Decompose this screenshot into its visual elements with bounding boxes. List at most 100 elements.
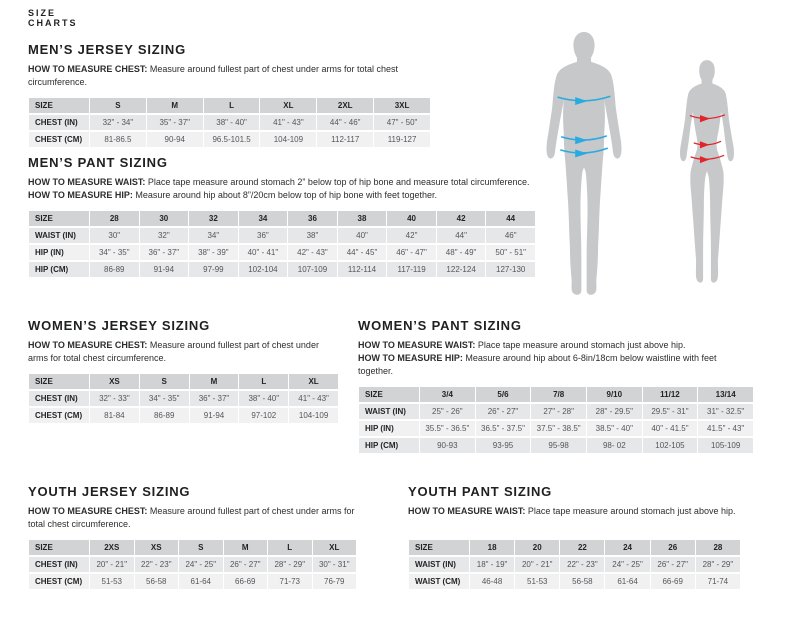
- table-row: CHEST (CM) 51-53 56-58 61-64 66-69 71-73 76-79: [29, 574, 356, 589]
- row-label: WAIST (CM): [409, 574, 469, 589]
- column-header: M: [146, 98, 203, 113]
- column-header: 3XL: [374, 98, 430, 113]
- female-measure-arrows: [689, 114, 726, 164]
- table-body: WAIST (IN) 18" - 19" 20" - 21" 22" - 23" 24"…: [409, 557, 740, 589]
- table-cell: 86-89: [90, 262, 139, 277]
- column-header: XL: [260, 98, 317, 113]
- table-cell: 71-73: [268, 574, 312, 589]
- table-cell: 36.5" - 37.5": [475, 421, 531, 436]
- youth-jersey-heading: YOUTH JERSEY SIZING: [28, 484, 191, 499]
- table-cell: 40": [337, 228, 387, 243]
- table-cell: 97-99: [189, 262, 238, 277]
- howto-line: HOW TO MEASURE WAIST: Place tape measure…: [408, 506, 736, 516]
- howto-label: HOW TO MEASURE CHEST:: [28, 506, 148, 516]
- column-header: 28: [90, 211, 139, 226]
- table-cell: 38" - 39": [189, 245, 238, 260]
- howto-label: HOW TO MEASURE HIP:: [358, 353, 463, 363]
- table-cell: 20" - 21": [90, 557, 134, 572]
- row-label: WAIST (IN): [29, 228, 89, 243]
- table-body: CHEST (IN) 32" - 33" 34" - 35" 36" - 37" 38"…: [29, 391, 338, 423]
- table-head: SIZE 28 30 32 34 36 38 40 42 44: [29, 211, 535, 226]
- column-header: M: [189, 374, 239, 389]
- column-header: S: [139, 374, 189, 389]
- male-body-silhouette-icon: [546, 32, 622, 295]
- section-womens-jersey: WOMEN’S JERSEY SIZING HOW TO MEASURE CHE…: [28, 318, 339, 425]
- table-body: CHEST (IN) 20" - 21" 22" - 23" 24" - 25" 26"…: [29, 557, 356, 589]
- howto-label: HOW TO MEASURE WAIST:: [358, 340, 476, 350]
- table-cell: 28" - 29.5": [586, 404, 642, 419]
- table-cell: 27" - 28": [531, 404, 586, 419]
- header-row: SIZE 2XS XS S M L XL: [29, 540, 356, 555]
- table-cell: 104-109: [260, 132, 317, 147]
- howto-line: HOW TO MEASURE HIP: Measure around hip a…: [358, 353, 717, 376]
- table-cell: 26" - 27": [475, 404, 531, 419]
- table-cell: 41.5" - 43": [698, 421, 753, 436]
- table-cell: 81-84: [90, 408, 139, 423]
- youth-pant-heading: YOUTH PANT SIZING: [408, 484, 553, 499]
- table-cell: 26" - 27": [223, 557, 267, 572]
- table-cell: 117-119: [387, 262, 436, 277]
- howto-label: HOW TO MEASURE HIP:: [28, 190, 133, 200]
- womens-pant-heading: WOMEN’S PANT SIZING: [358, 318, 522, 333]
- column-header: M: [223, 540, 267, 555]
- table-cell: 44" - 46": [317, 115, 374, 130]
- row-label: CHEST (CM): [29, 574, 89, 589]
- row-label: HIP (CM): [359, 438, 419, 453]
- table-cell: 44" - 45": [337, 245, 387, 260]
- table-cell: 34" - 35": [139, 391, 189, 406]
- howto-label: HOW TO MEASURE WAIST:: [408, 506, 526, 516]
- male-measure-arrows: [557, 95, 611, 158]
- table-cell: 34" - 35": [90, 245, 139, 260]
- table-cell: 105-109: [698, 438, 753, 453]
- column-header: S: [179, 540, 223, 555]
- mens-pant-howto: HOW TO MEASURE WAIST: Place tape measure…: [28, 176, 536, 202]
- row-label: CHEST (IN): [29, 557, 89, 572]
- section-mens-pant: MEN’S PANT SIZING HOW TO MEASURE WAIST: …: [28, 155, 536, 279]
- table-cell: 41" - 43": [260, 115, 317, 130]
- column-header: 18: [470, 540, 515, 555]
- table-cell: 46" - 47": [387, 245, 436, 260]
- table-cell: 42": [387, 228, 436, 243]
- table-cell: 18" - 19": [470, 557, 515, 572]
- howto-line: HOW TO MEASURE WAIST: Place tape measure…: [28, 177, 530, 187]
- size-column-header: SIZE: [29, 374, 89, 389]
- table-row: WAIST (IN) 25" - 26" 26" - 27" 27" - 28" 28"…: [359, 404, 753, 419]
- page-title-line2: CHARTS: [28, 18, 78, 28]
- table-cell: 119-127: [374, 132, 430, 147]
- table-cell: 46-48: [470, 574, 515, 589]
- page-title-line1: SIZE: [28, 8, 57, 18]
- table-cell: 28" - 29": [695, 557, 740, 572]
- table-cell: 24" - 25": [605, 557, 650, 572]
- header-row: SIZE S M L XL 2XL 3XL: [29, 98, 430, 113]
- table-head: SIZE 3/4 5/6 7/8 9/10 11/12 13/14: [359, 387, 753, 402]
- table-cell: 90-93: [420, 438, 475, 453]
- table-cell: 50" - 51": [486, 245, 535, 260]
- header-row: SIZE XS S M L XL: [29, 374, 338, 389]
- mens-jersey-heading: MEN’S JERSEY SIZING: [28, 42, 186, 57]
- howto-label: HOW TO MEASURE CHEST:: [28, 340, 148, 350]
- table-cell: 36": [238, 228, 288, 243]
- howto-line: HOW TO MEASURE HIP: Measure around hip a…: [28, 190, 438, 200]
- table-cell: 29.5" - 31": [642, 404, 698, 419]
- row-label: HIP (IN): [29, 245, 89, 260]
- table-cell: 32" - 33": [90, 391, 139, 406]
- table-cell: 96.5-101.5: [203, 132, 260, 147]
- table-cell: 36" - 37": [189, 391, 239, 406]
- table-body: WAIST (IN) 30" 32" 34" 36" 38" 40" 42" 44" 46" HIP…: [29, 228, 535, 277]
- male-waist-arrowhead-icon: [575, 136, 588, 145]
- column-header: 2XL: [317, 98, 374, 113]
- table-cell: 38" - 40": [203, 115, 260, 130]
- table-cell: 56-58: [560, 574, 605, 589]
- howto-line: HOW TO MEASURE CHEST: Measure around ful…: [28, 64, 398, 87]
- row-label: CHEST (IN): [29, 115, 89, 130]
- table-cell: 22" - 23": [560, 557, 605, 572]
- column-header: 22: [560, 540, 605, 555]
- row-label: CHEST (CM): [29, 408, 89, 423]
- howto-label: HOW TO MEASURE CHEST:: [28, 64, 148, 74]
- youth-jersey-table: SIZE 2XS XS S M L XL CHEST (IN) 20" - 21" 22" - 2…: [28, 538, 357, 591]
- table-cell: 38" - 40": [239, 391, 289, 406]
- howto-line: HOW TO MEASURE WAIST: Place tape measure…: [358, 340, 686, 350]
- table-cell: 102-105: [642, 438, 698, 453]
- section-womens-pant: WOMEN’S PANT SIZING HOW TO MEASURE WAIST…: [358, 318, 754, 455]
